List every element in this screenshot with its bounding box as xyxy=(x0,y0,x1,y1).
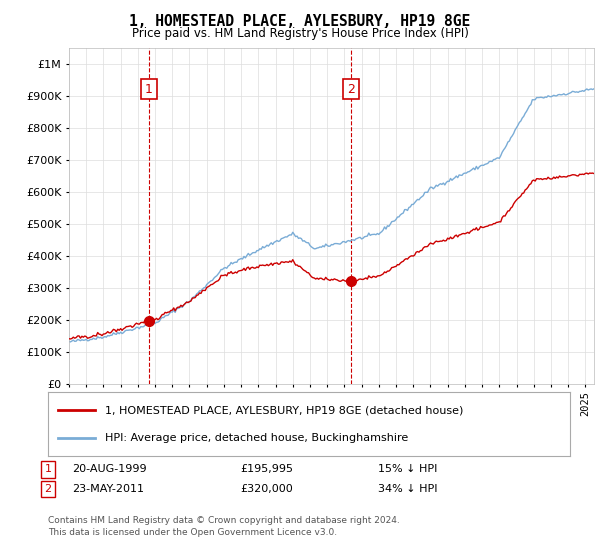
Text: 34% ↓ HPI: 34% ↓ HPI xyxy=(378,484,437,494)
Text: HPI: Average price, detached house, Buckinghamshire: HPI: Average price, detached house, Buck… xyxy=(106,433,409,444)
Text: 1: 1 xyxy=(44,464,52,474)
Text: This data is licensed under the Open Government Licence v3.0.: This data is licensed under the Open Gov… xyxy=(48,528,337,537)
Text: 1, HOMESTEAD PLACE, AYLESBURY, HP19 8GE (detached house): 1, HOMESTEAD PLACE, AYLESBURY, HP19 8GE … xyxy=(106,405,464,415)
Text: Price paid vs. HM Land Registry's House Price Index (HPI): Price paid vs. HM Land Registry's House … xyxy=(131,27,469,40)
Text: 1, HOMESTEAD PLACE, AYLESBURY, HP19 8GE: 1, HOMESTEAD PLACE, AYLESBURY, HP19 8GE xyxy=(130,14,470,29)
Text: 20-AUG-1999: 20-AUG-1999 xyxy=(72,464,146,474)
Text: 23-MAY-2011: 23-MAY-2011 xyxy=(72,484,144,494)
Text: £195,995: £195,995 xyxy=(240,464,293,474)
Text: £320,000: £320,000 xyxy=(240,484,293,494)
Text: 15% ↓ HPI: 15% ↓ HPI xyxy=(378,464,437,474)
Text: Contains HM Land Registry data © Crown copyright and database right 2024.: Contains HM Land Registry data © Crown c… xyxy=(48,516,400,525)
Text: 2: 2 xyxy=(44,484,52,494)
Text: 2: 2 xyxy=(347,83,355,96)
Text: 1: 1 xyxy=(145,83,153,96)
